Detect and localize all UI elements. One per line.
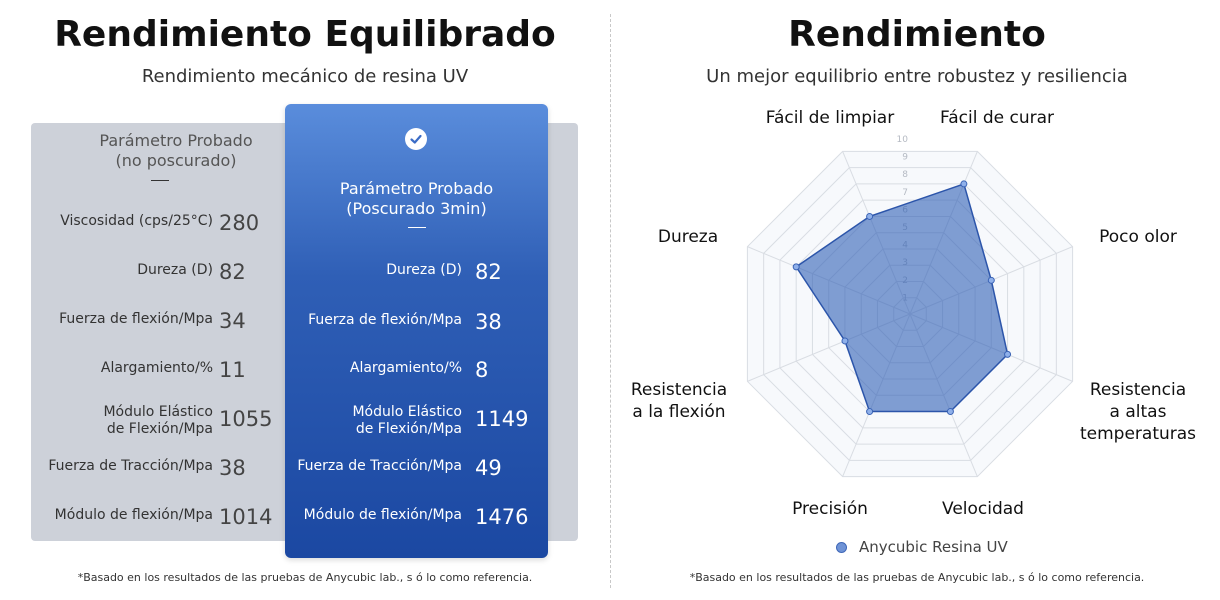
radar-axis-label: Fácil de limpiar	[766, 107, 894, 129]
radar-scale-tick: 10	[897, 135, 909, 145]
blue-row-label: Módulo Elástico de Flexión/Mpa	[352, 404, 462, 438]
blue-row-value: 49	[475, 456, 502, 480]
radar-axis-label: Resistencia a la flexión	[631, 379, 727, 423]
radar-axis-label: Velocidad	[942, 498, 1024, 520]
radar-data-point	[866, 212, 874, 220]
gray-row-label: Módulo Elástico de Flexión/Mpa	[103, 404, 213, 438]
blue-parameter-card	[285, 104, 548, 558]
blue-row-value: 1476	[475, 505, 529, 529]
gray-row-value: 1055	[219, 407, 273, 431]
radar-axis-label-line: Velocidad	[942, 499, 1024, 519]
blue-row-value: 82	[475, 260, 502, 284]
radar-axis-label: Precisión	[792, 498, 868, 520]
radar-axis-label-line: a altas	[1109, 402, 1167, 422]
radar-axis-label-line: Poco olor	[1099, 227, 1177, 247]
radar-chart: 12345678910	[746, 135, 1074, 478]
radar-data-point	[1004, 350, 1012, 358]
left-title: Rendimiento Equilibrado	[54, 14, 556, 55]
right-footnote: *Basado en los resultados de las pruebas…	[689, 571, 1145, 584]
panel-divider	[610, 14, 611, 588]
blue-header-line2: (Poscurado 3min)	[346, 199, 487, 218]
radar-axis-label: Fácil de curar	[940, 107, 1054, 129]
gray-row-label: Dureza (D)	[137, 262, 213, 278]
gray-row-label-line2: de Flexión/Mpa	[106, 421, 213, 437]
gray-row-label: Fuerza de Tracción/Mpa	[48, 458, 213, 474]
gray-row-value: 1014	[219, 505, 273, 529]
chart-legend: Anycubic Resina UV	[836, 538, 1008, 556]
radar-axis-label: Resistencia a altas temperaturas	[1080, 379, 1196, 445]
blue-header-line1: Parámetro Probado	[339, 179, 494, 198]
gray-row-label: Módulo de flexión/Mpa	[54, 507, 213, 523]
blue-row-label: Fuerza de Tracción/Mpa	[297, 458, 462, 474]
gray-row-label: Viscosidad (cps/25°C)	[60, 213, 213, 229]
radar-data-point	[946, 408, 954, 416]
blue-row-label: Módulo de flexión/Mpa	[303, 507, 462, 523]
blue-header-divider	[408, 227, 426, 228]
radar-scale-tick: 9	[902, 153, 908, 163]
blue-card-header: Parámetro Probado (Poscurado 3min)	[285, 179, 548, 219]
radar-axis-label-line: a la flexión	[632, 402, 726, 422]
check-circle-icon	[405, 128, 427, 150]
blue-row-value: 1149	[475, 407, 529, 431]
radar-scale-tick: 7	[902, 188, 908, 198]
radar-axis-label-line: Precisión	[792, 499, 868, 519]
gray-row-label: Alargamiento/%	[100, 360, 213, 376]
radar-data-point	[866, 408, 874, 416]
gray-row-value: 82	[219, 260, 246, 284]
gray-row-value: 34	[219, 309, 246, 333]
gray-row-label-line1: Módulo Elástico	[103, 404, 213, 420]
gray-row-value: 38	[219, 456, 246, 480]
gray-row-value: 11	[219, 358, 246, 382]
gray-header-line1: Parámetro Probado	[99, 131, 253, 150]
gray-card-header: Parámetro Probado (no poscurado)	[31, 131, 321, 171]
radar-data-point	[960, 180, 968, 188]
left-subtitle: Rendimiento mecánico de resina UV	[141, 66, 469, 87]
legend-label: Anycubic Resina UV	[859, 538, 1008, 556]
blue-row-label-line2: de Flexión/Mpa	[355, 421, 462, 437]
gray-row-value: 280	[219, 211, 260, 235]
radar-axis-label: Dureza	[658, 226, 718, 248]
radar-scale-tick: 8	[902, 170, 908, 180]
radar-axis-label-line: Fácil de limpiar	[765, 108, 895, 128]
blue-row-label-line1: Módulo Elástico	[352, 404, 462, 420]
gray-header-line2: (no poscurado)	[115, 151, 237, 170]
radar-axis-label-line: temperaturas	[1079, 424, 1197, 444]
gray-row-label: Fuerza de flexión/Mpa	[59, 311, 213, 327]
radar-axis-label-line: Resistencia	[1089, 380, 1187, 400]
right-title: Rendimiento	[788, 14, 1046, 55]
gray-header-divider	[151, 180, 169, 181]
blue-row-value: 8	[475, 358, 489, 382]
radar-data-point	[792, 263, 800, 271]
blue-row-label: Dureza (D)	[386, 262, 462, 278]
radar-axis-label-line: Resistencia	[630, 380, 728, 400]
radar-axis-label-line: Dureza	[657, 227, 719, 247]
radar-data-point	[841, 337, 849, 345]
right-subtitle: Un mejor equilibrio entre robustez y res…	[706, 66, 1128, 87]
blue-row-label: Fuerza de flexión/Mpa	[308, 312, 462, 328]
blue-row-value: 38	[475, 310, 502, 334]
legend-marker	[836, 541, 847, 553]
left-footnote: *Basado en los resultados de las pruebas…	[77, 571, 533, 584]
radar-axis-label-line: Fácil de curar	[939, 108, 1055, 128]
radar-data-point	[987, 276, 995, 284]
radar-axis-label: Poco olor	[1099, 226, 1177, 248]
blue-row-label: Alargamiento/%	[349, 360, 462, 376]
